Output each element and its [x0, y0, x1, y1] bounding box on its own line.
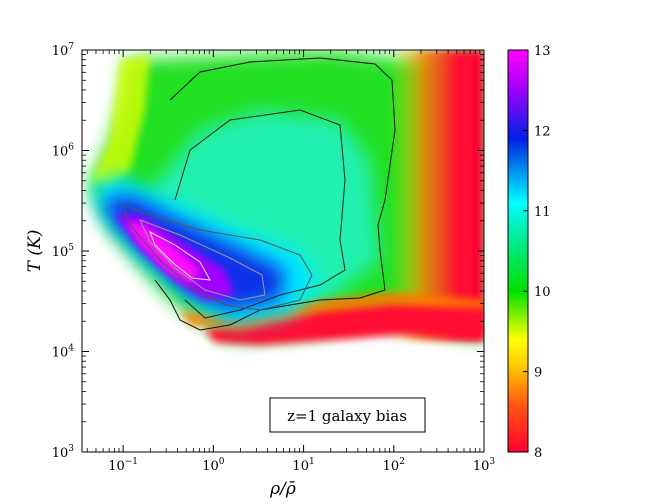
colorbar-tick-label: 12 [534, 124, 551, 139]
contour-lines [121, 57, 396, 331]
y-axis-label: T (K) [25, 230, 45, 273]
x-tick-label: 101 [292, 457, 314, 474]
x-axis-label: ρ/ρ̄ [269, 479, 296, 499]
x-tick-label: 102 [383, 457, 405, 474]
y-tick-label: 106 [52, 143, 75, 160]
contour-inner [121, 204, 313, 311]
colorbar-ticks: 8 9 10 11 12 13 [523, 44, 551, 461]
x-tick-label: 100 [202, 457, 225, 474]
colorbar-tick-label: 8 [534, 446, 542, 461]
contour-core [139, 219, 266, 301]
heatmap-field [88, 50, 484, 345]
contour-peak [149, 230, 211, 281]
colorbar-tick-label: 11 [534, 205, 551, 220]
y-tick-label: 105 [52, 243, 75, 260]
annotation-text: z=1 galaxy bias [287, 407, 407, 425]
colorbar-tick-label: 9 [534, 366, 542, 381]
colorbar: 8 9 10 11 12 13 [507, 44, 551, 461]
colorbar-tick-label: 13 [534, 44, 551, 59]
annotation-box: z=1 galaxy bias [269, 397, 426, 433]
x-axis-ticks: 10−1 100 101 102 103 [86, 50, 496, 474]
y-tick-label: 104 [52, 344, 75, 361]
y-axis-ticks: 103 104 105 106 107 [52, 42, 484, 461]
y-tick-label: 107 [52, 42, 75, 59]
x-tick-label: 103 [473, 457, 496, 474]
contour-middle [174, 109, 346, 319]
colorbar-tick-label: 10 [534, 285, 551, 300]
contour-outer [154, 57, 396, 331]
colorbar-gradient [507, 49, 529, 453]
x-tick-label: 10−1 [108, 457, 138, 474]
y-tick-label: 103 [52, 444, 75, 461]
